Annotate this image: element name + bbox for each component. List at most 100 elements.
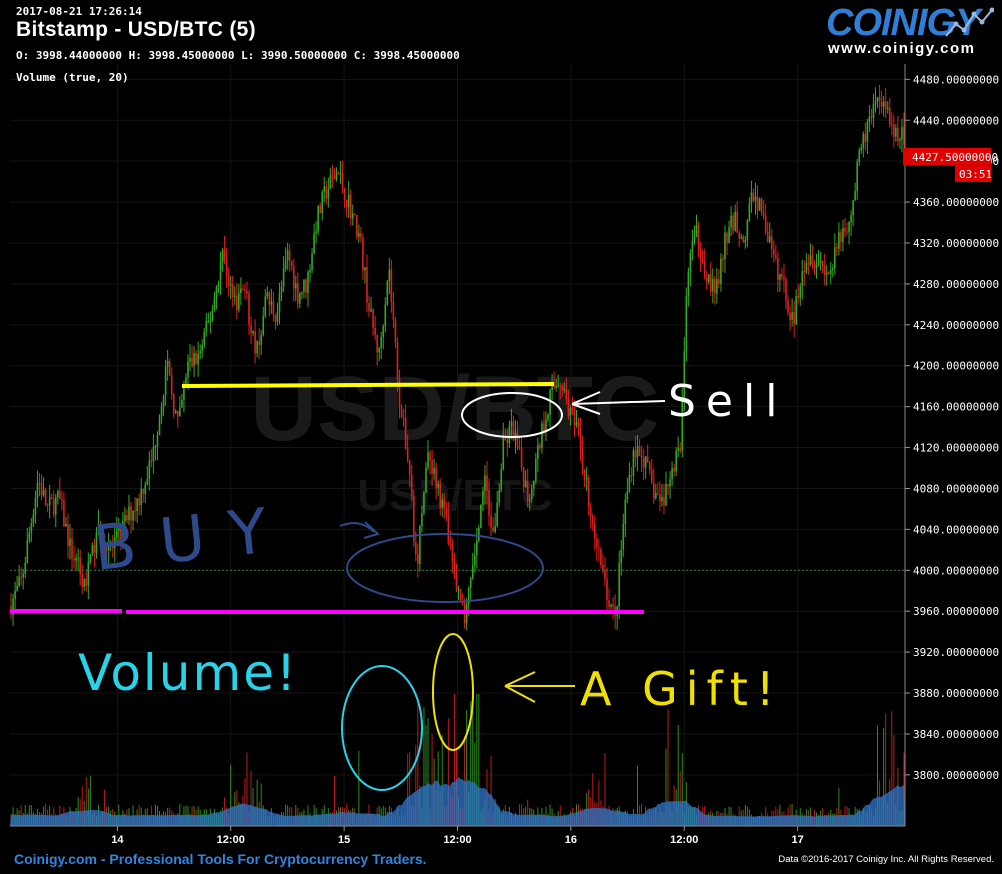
candle-body (455, 574, 458, 590)
candle-body (532, 481, 535, 489)
candle-body (160, 406, 163, 418)
candle-body (555, 386, 557, 388)
candle-body (162, 395, 165, 407)
candle-body (213, 296, 216, 311)
candle-body (779, 274, 781, 280)
current-price-box (903, 148, 991, 165)
candle-body (109, 545, 112, 547)
candle-body (372, 309, 374, 328)
current-price-label: 4427.50000000 (912, 151, 998, 164)
candle-body (878, 97, 881, 102)
candle-body (205, 321, 208, 332)
countdown-box (955, 166, 991, 182)
candle-body (435, 468, 437, 488)
candle-body (657, 493, 659, 495)
candle-body (217, 283, 220, 287)
y-tick-label: 4200.00000000 (913, 360, 999, 373)
candle-body (882, 101, 885, 107)
x-tick-label: 15 (338, 834, 350, 846)
candle-body (581, 449, 584, 470)
time-axis[interactable]: 14 12:00 15 12:00 16 12:00 17 (10, 825, 905, 846)
candle-body (836, 247, 838, 249)
candle-body (284, 260, 287, 269)
candle-body (626, 491, 629, 500)
price-axis[interactable]: 3800.00000000 3840.00000000 3880.00000000 3… (904, 64, 999, 826)
candle-body (831, 268, 834, 270)
candle-body (384, 304, 387, 327)
candle-body (93, 545, 96, 553)
y-tick-label: 4360.00000000 (913, 196, 999, 209)
candle-body (404, 417, 407, 449)
candle-body (644, 456, 647, 468)
candle-body (270, 301, 273, 305)
candle-body (484, 475, 486, 492)
volume-series (10, 694, 905, 826)
candle-body (872, 103, 875, 118)
candle-body (323, 186, 326, 192)
candle-body (677, 448, 679, 451)
candle-body (785, 279, 787, 301)
x-tick-label: 12:00 (217, 834, 245, 846)
candle-body (663, 496, 665, 506)
candle-body (229, 284, 232, 286)
candle-body (26, 540, 29, 563)
candle-body (539, 445, 541, 448)
candle-body (44, 489, 47, 506)
candle-body (380, 336, 383, 348)
candle-body (187, 361, 189, 378)
candle-body (714, 278, 716, 294)
candle-body (770, 236, 773, 249)
candle-body (451, 544, 454, 562)
candle-body (258, 341, 260, 345)
candle-body (48, 497, 51, 506)
candle-body (140, 488, 142, 506)
candle-body (305, 279, 307, 294)
candle-body (524, 480, 527, 487)
y-tick-label: 4320.00000000 (913, 237, 999, 250)
candle-body (292, 266, 295, 289)
candle-body (856, 162, 858, 192)
candle-body (343, 188, 346, 200)
candle-body (850, 215, 852, 222)
coinigy-logo[interactable]: COINIGY www.coinigy.com (826, 2, 996, 60)
y-tick-label: 4120.00000000 (913, 442, 999, 455)
candle-body (791, 312, 793, 321)
candle-body (522, 467, 525, 487)
candle-body (294, 283, 297, 289)
candle-body (77, 557, 79, 559)
candle-body (874, 101, 877, 104)
candle-body (512, 421, 515, 441)
candle-body (604, 569, 606, 580)
candle-body (624, 499, 627, 524)
candle-body (136, 498, 138, 512)
candle-body (547, 414, 549, 420)
candle-body (585, 478, 588, 480)
candle-body (870, 116, 873, 118)
candle-body (69, 538, 71, 546)
candle-body (506, 439, 509, 444)
candle-body (789, 312, 791, 321)
candle-body (439, 484, 442, 509)
candle-body (848, 221, 850, 233)
candle-body (244, 289, 246, 291)
footer-tagline[interactable]: Coinigy.com - Professional Tools For Cry… (14, 851, 427, 867)
x-tick-label: 17 (792, 834, 804, 846)
candle-body (429, 452, 431, 461)
candle-body (844, 227, 846, 232)
candle-body (726, 232, 728, 243)
footer-copyright: Data ©2016-2017 Coinigy Inc. All Rights … (778, 854, 994, 865)
candle-body (602, 564, 604, 570)
candle-body (368, 302, 370, 312)
volume-indicator-label[interactable]: Volume (true, 20) (16, 71, 129, 84)
candle-body (886, 107, 889, 110)
candle-body (628, 474, 631, 492)
candle-body (276, 312, 279, 323)
candle-body (12, 598, 14, 616)
candle-body (650, 470, 653, 483)
candle-body (797, 296, 800, 299)
candle-body (665, 484, 667, 506)
candle-body (722, 258, 724, 260)
candle-body (573, 410, 576, 426)
